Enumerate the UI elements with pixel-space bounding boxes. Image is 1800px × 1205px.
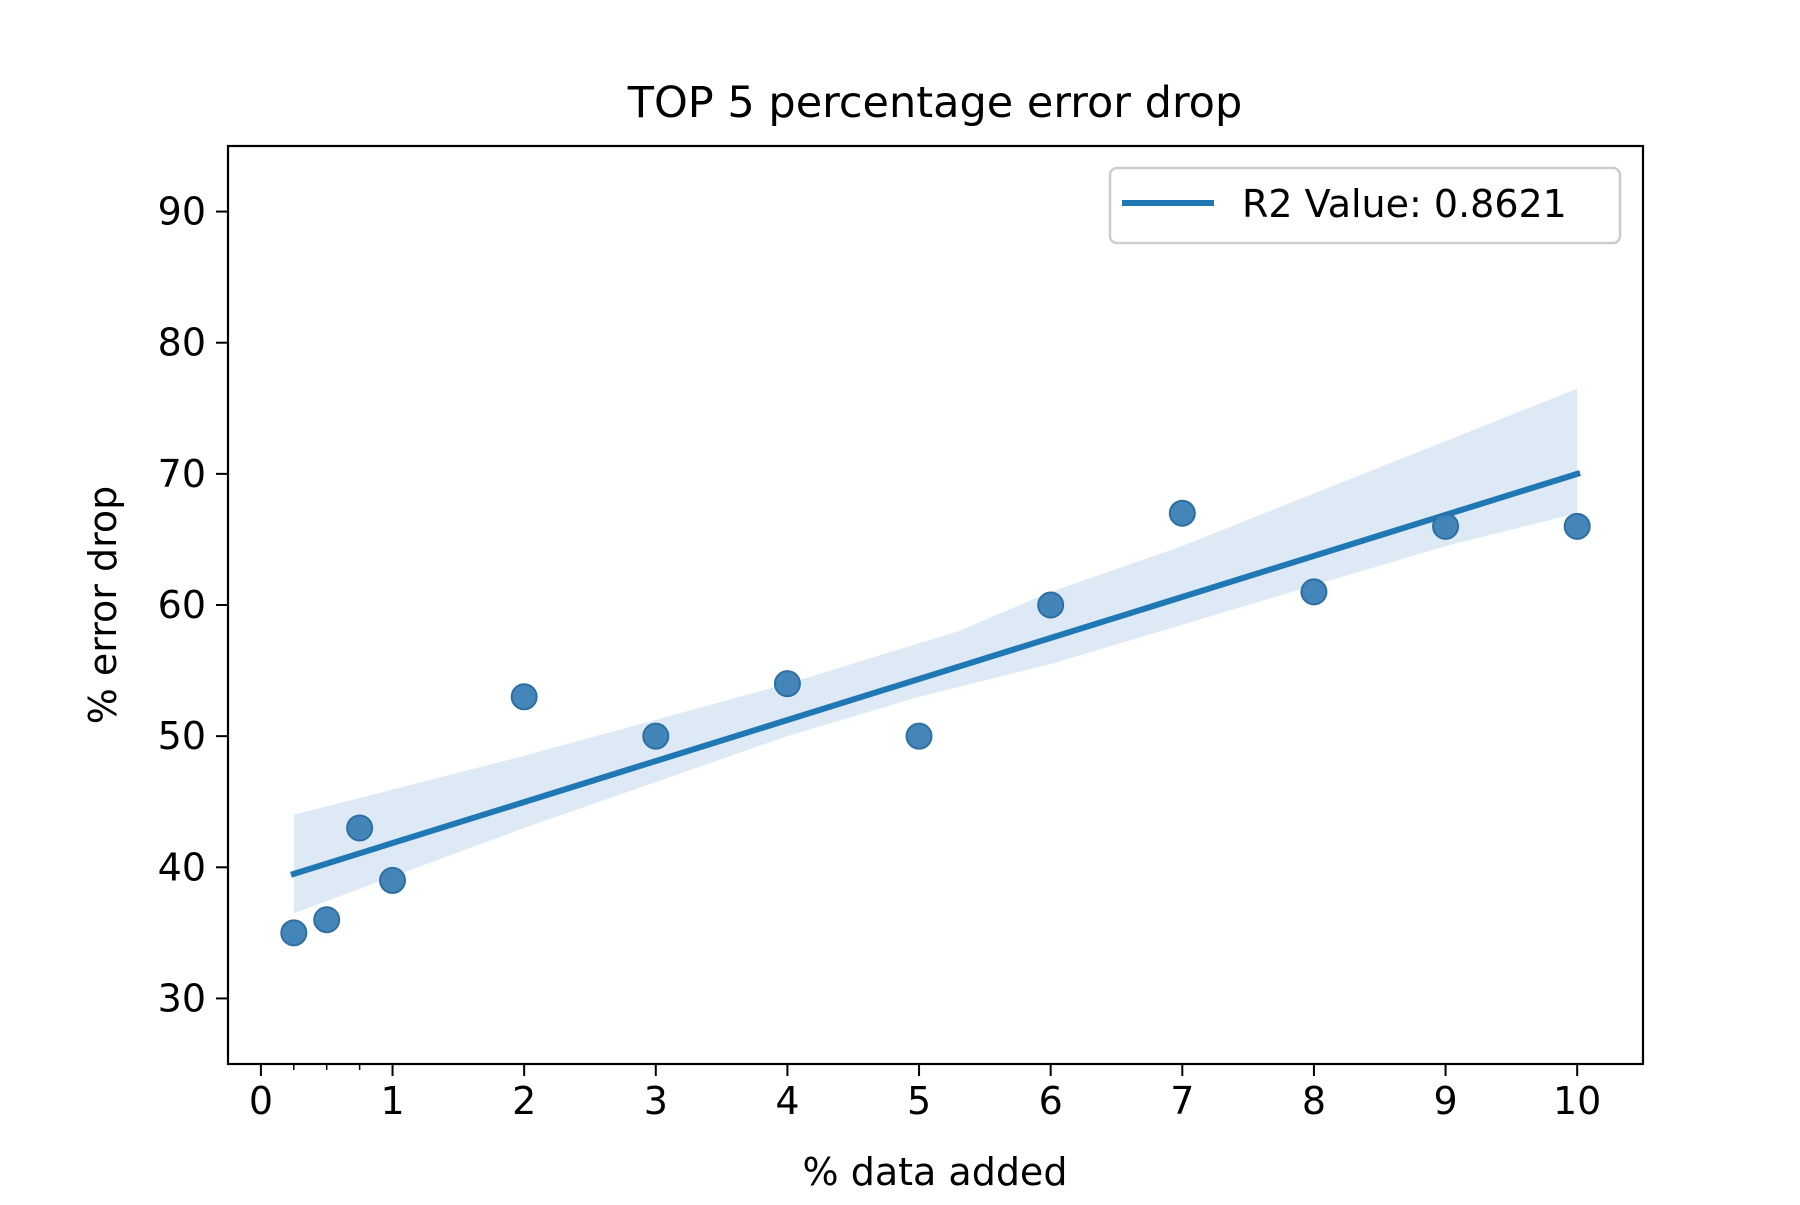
- y-axis-label: % error drop: [81, 486, 125, 725]
- data-point-5: [642, 722, 670, 750]
- x-tick-label-1: 1: [380, 1079, 404, 1123]
- x-tick-label-9: 9: [1433, 1079, 1457, 1123]
- legend: R2 Value: 0.8621: [1108, 166, 1622, 245]
- data-point-3: [379, 866, 407, 894]
- x-tick-label-2: 2: [512, 1079, 536, 1123]
- legend-box: [1108, 166, 1622, 245]
- data-point-0: [280, 919, 308, 947]
- x-axis-ticks: 0 1 2 3 4 5 6 7 8 9 10: [249, 1064, 1601, 1123]
- x-tick-label-10: 10: [1553, 1079, 1601, 1123]
- chart-title: TOP 5 percentage error drop: [627, 78, 1243, 128]
- data-point-2: [346, 814, 374, 842]
- x-tick-label-0: 0: [249, 1079, 273, 1123]
- regression-line: [290, 470, 1581, 878]
- regression-line-layer: [290, 470, 1581, 878]
- data-point-12: [1563, 512, 1591, 540]
- data-point-1: [313, 906, 341, 934]
- confidence-band-layer: [293, 388, 1578, 914]
- y-tick-label-90: 90: [158, 190, 206, 234]
- data-point-9: [1168, 499, 1196, 527]
- x-tick-label-7: 7: [1170, 1079, 1194, 1123]
- plot-area: [228, 146, 1643, 1064]
- data-point-6: [773, 670, 801, 698]
- x-axis-label: % data added: [803, 1150, 1068, 1194]
- y-tick-label-70: 70: [158, 452, 206, 496]
- y-tick-label-50: 50: [158, 714, 206, 758]
- y-axis-ticks: 30 40 50 60 70 80 90: [158, 190, 228, 1020]
- data-point-10: [1300, 578, 1328, 606]
- y-tick-label-60: 60: [158, 583, 206, 627]
- x-tick-label-6: 6: [1039, 1079, 1063, 1123]
- legend-label: R2 Value: 0.8621: [1242, 182, 1567, 226]
- data-points-layer: [280, 499, 1591, 947]
- x-tick-label-5: 5: [907, 1079, 931, 1123]
- data-point-4: [510, 683, 538, 711]
- data-point-7: [905, 722, 933, 750]
- confidence-band: [293, 388, 1578, 914]
- y-tick-label-30: 30: [158, 976, 206, 1020]
- data-point-8: [1037, 591, 1065, 619]
- x-tick-label-8: 8: [1302, 1079, 1326, 1123]
- x-tick-label-3: 3: [644, 1079, 668, 1123]
- x-tick-label-4: 4: [775, 1079, 799, 1123]
- data-point-11: [1432, 512, 1460, 540]
- y-tick-label-80: 80: [158, 321, 206, 365]
- y-tick-label-40: 40: [158, 845, 206, 889]
